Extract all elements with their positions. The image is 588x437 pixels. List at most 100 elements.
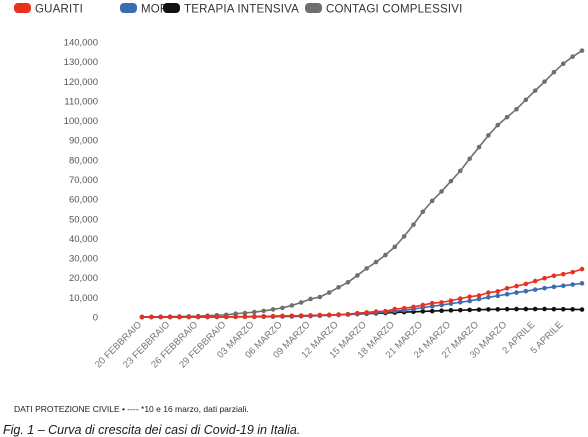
data-point-contagi-complessivi (570, 54, 575, 59)
data-point-guariti (308, 313, 313, 318)
legend-label-terapia-intensiva: TERAPIA INTENSIVA (184, 4, 299, 16)
data-point-guariti (205, 314, 210, 320)
legend-swatch-terapia-intensiva (163, 3, 180, 13)
y-tick-label: 30,000 (69, 254, 98, 265)
data-point-guariti (177, 314, 182, 320)
data-point-terapia-intensiva (448, 308, 454, 313)
data-point-guariti (551, 273, 557, 279)
data-point-guariti (139, 314, 145, 320)
data-point-contagi-complessivi (373, 259, 379, 265)
data-point-terapia-intensiva (532, 306, 538, 312)
data-point-contagi-complessivi (270, 307, 276, 312)
data-point-contagi-complessivi (560, 61, 566, 67)
data-point-guariti (514, 283, 519, 289)
data-point-guariti (280, 313, 285, 319)
legend-label-contagi-complessivi: CONTAGI COMPLESSIVI (326, 4, 463, 16)
data-point-contagi-complessivi (504, 114, 510, 120)
data-point-contagi-complessivi (308, 296, 313, 302)
data-point-contagi-complessivi (317, 294, 323, 300)
data-point-contagi-complessivi (280, 305, 285, 311)
data-point-guariti (186, 314, 192, 320)
data-point-guariti (242, 314, 248, 320)
data-point-contagi-complessivi (476, 144, 482, 150)
data-point-contagi-complessivi (383, 252, 388, 258)
data-point-morti (495, 293, 501, 299)
data-point-morti (532, 287, 538, 292)
y-tick-label: 50,000 (69, 214, 98, 225)
source-note: DATI PROTEZIONE CIVILE • ---- *10 e 16 m… (14, 404, 249, 414)
series-guariti (139, 266, 585, 320)
data-point-contagi-complessivi (252, 309, 257, 315)
data-point-contagi-complessivi (411, 222, 416, 227)
series-layer (139, 48, 585, 320)
data-point-contagi-complessivi (392, 244, 398, 250)
y-tick-label: 80,000 (69, 155, 98, 166)
data-point-guariti (458, 296, 463, 301)
data-point-guariti (411, 304, 416, 310)
data-point-guariti (214, 314, 220, 320)
series-line-contagi-complessivi (141, 49, 583, 318)
data-point-terapia-intensiva (429, 308, 435, 314)
data-point-contagi-complessivi (495, 122, 501, 128)
data-point-contagi-complessivi (551, 69, 557, 75)
data-point-terapia-intensiva (579, 307, 585, 312)
data-point-morti (504, 291, 510, 297)
data-point-guariti (195, 314, 201, 320)
data-point-morti (486, 295, 491, 300)
data-point-terapia-intensiva (458, 307, 463, 313)
data-point-guariti (252, 314, 257, 319)
y-tick-label: 0 (93, 313, 98, 324)
y-tick-label: 10,000 (69, 293, 98, 304)
series-contagi-complessivi (139, 48, 585, 320)
data-point-morti (570, 282, 575, 287)
data-point-terapia-intensiva (542, 306, 547, 312)
y-tick-label: 100,000 (64, 116, 98, 127)
data-point-guariti (383, 308, 388, 314)
data-point-morti (579, 281, 585, 286)
data-point-guariti (298, 313, 304, 319)
data-point-terapia-intensiva (486, 307, 491, 312)
data-point-contagi-complessivi (345, 280, 351, 285)
data-point-contagi-complessivi (355, 273, 360, 278)
data-point-guariti (158, 314, 164, 320)
data-point-guariti (373, 309, 379, 314)
data-point-guariti (345, 311, 351, 317)
legend-swatch-guariti (14, 3, 31, 13)
data-point-guariti (467, 294, 472, 299)
y-tick-label: 70,000 (69, 175, 98, 186)
data-point-contagi-complessivi (532, 88, 538, 93)
data-point-contagi-complessivi (439, 189, 444, 194)
data-point-contagi-complessivi (486, 133, 491, 138)
figure-caption: Fig. 1 – Curva di crescita dei casi di C… (3, 423, 301, 437)
data-point-guariti (149, 314, 154, 320)
data-point-guariti (542, 275, 547, 281)
series-line-morti (142, 282, 583, 318)
y-axis: 0 10,000 20,000 30,000 40,000 50,000 60,000 70,… (64, 38, 98, 324)
data-point-guariti (523, 281, 529, 287)
data-point-guariti (476, 293, 482, 298)
data-point-guariti (420, 302, 426, 308)
data-point-terapia-intensiva (504, 306, 510, 312)
data-point-guariti (167, 314, 173, 320)
data-point-morti (458, 299, 463, 305)
data-point-contagi-complessivi (298, 300, 304, 305)
data-point-terapia-intensiva (495, 307, 501, 312)
covid-line-chart: GUARITI MORTI TERAPIA INTENSIVA CONTAGI COM… (14, 3, 585, 370)
data-point-guariti (504, 285, 510, 291)
data-point-contagi-complessivi (448, 178, 454, 184)
data-point-contagi-complessivi (579, 48, 585, 53)
legend: GUARITI MORTI TERAPIA INTENSIVA CONTAGI COM… (14, 3, 463, 16)
data-point-contagi-complessivi (420, 209, 426, 215)
data-point-terapia-intensiva (570, 307, 575, 312)
data-point-guariti (579, 266, 585, 272)
y-tick-label: 120,000 (64, 77, 98, 88)
data-point-guariti (439, 300, 444, 305)
data-point-morti (542, 285, 547, 291)
data-point-guariti (486, 290, 491, 295)
data-point-contagi-complessivi (401, 234, 407, 239)
data-point-morti (476, 296, 482, 302)
data-point-contagi-complessivi (261, 308, 267, 314)
data-point-contagi-complessivi (523, 97, 529, 103)
data-point-guariti (317, 312, 323, 318)
